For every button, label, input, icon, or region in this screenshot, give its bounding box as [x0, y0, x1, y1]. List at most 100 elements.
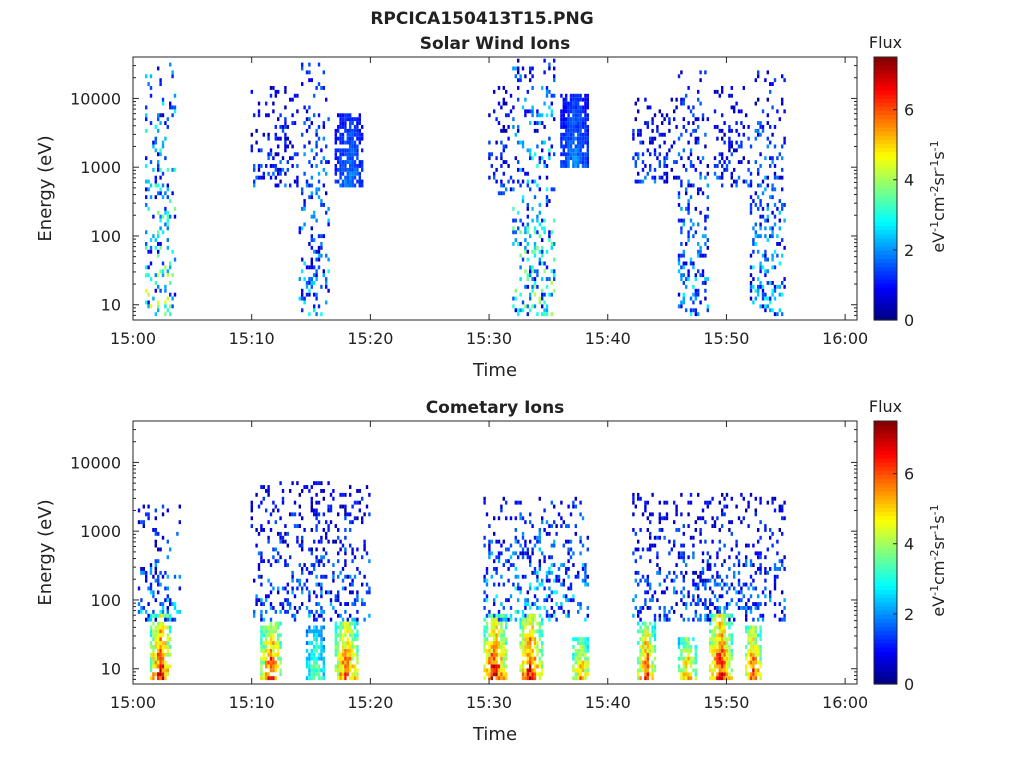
spectrogram-pixel	[704, 277, 707, 281]
spectrogram-pixel	[356, 617, 359, 622]
spectrogram-pixel	[277, 531, 280, 536]
spectrogram-pixel	[368, 590, 371, 595]
spectrogram-pixel	[778, 261, 781, 266]
spectrogram-pixel	[694, 656, 697, 661]
spectrogram-pixel	[697, 594, 700, 599]
spectrogram-pixel	[166, 539, 169, 544]
spectrogram-pixel	[356, 637, 359, 642]
spectrogram-pixel	[584, 156, 587, 161]
spectrogram-pixel	[305, 284, 309, 289]
spectrogram-pixel	[157, 621, 160, 626]
spectrogram-pixel	[761, 214, 765, 219]
spectrogram-pixel	[639, 637, 642, 642]
spectrogram-pixel	[344, 656, 347, 661]
spectrogram-pixel	[555, 590, 558, 595]
spectrogram-pixel	[733, 563, 736, 567]
spectrogram-pixel	[339, 660, 342, 665]
spectrogram-pixel	[545, 187, 549, 192]
spectrogram-pixel	[728, 648, 731, 653]
spectrogram-pixel	[651, 128, 654, 133]
spectrogram-pixel	[346, 128, 349, 133]
spectrogram-pixel	[507, 136, 510, 141]
spectrogram-pixel	[140, 520, 143, 525]
spectrogram-pixel	[286, 160, 289, 164]
spectrogram-pixel	[725, 676, 729, 681]
spectrogram-pixel	[716, 555, 719, 560]
spectrogram-pixel	[301, 226, 304, 231]
spectrogram-pixel	[713, 594, 717, 599]
spectrogram-pixel	[773, 586, 777, 591]
spectrogram-pixel	[541, 253, 544, 258]
spectrogram-pixel	[524, 551, 527, 556]
spectrogram-pixel	[699, 300, 702, 305]
spectrogram-pixel	[269, 660, 273, 665]
spectrogram-pixel	[754, 645, 757, 649]
spectrogram-pixel	[569, 136, 573, 141]
spectrogram-pixel	[368, 586, 371, 591]
spectrogram-pixel	[315, 296, 318, 301]
spectrogram-pixel	[171, 602, 174, 606]
spectrogram-pixel	[317, 125, 321, 129]
spectrogram-pixel	[577, 156, 580, 161]
spectrogram-pixel	[313, 613, 316, 618]
spectrogram-pixel	[159, 214, 162, 219]
spectrogram-pixel	[649, 105, 652, 110]
spectrogram-pixel	[728, 528, 731, 532]
spectrogram-pixel	[706, 277, 709, 281]
spectrogram-pixel	[704, 602, 707, 606]
spectrogram-pixel	[718, 641, 721, 645]
colorbar-segment	[874, 503, 897, 508]
spectrogram-pixel	[682, 125, 685, 129]
spectrogram-pixel	[353, 171, 357, 176]
spectrogram-pixel	[327, 539, 330, 544]
spectrogram-pixel	[505, 160, 508, 164]
spectrogram-pixel	[533, 613, 537, 618]
spectrogram-pixel	[689, 160, 693, 164]
spectrogram-pixel	[572, 136, 575, 141]
spectrogram-pixel	[284, 598, 287, 603]
spectrogram-pixel	[728, 140, 731, 145]
spectrogram-pixel	[553, 578, 556, 583]
spectrogram-pixel	[742, 179, 745, 184]
spectrogram-pixel	[315, 524, 318, 528]
spectrogram-pixel	[337, 574, 340, 579]
spectrogram-pixel	[586, 152, 589, 157]
spectrogram-pixel	[332, 563, 335, 567]
spectrogram-pixel	[517, 86, 520, 90]
spectrogram-pixel	[279, 660, 282, 665]
spectrogram-pixel	[713, 578, 717, 583]
spectrogram-pixel	[581, 121, 585, 125]
spectrogram-pixel	[349, 625, 352, 630]
spectrogram-pixel	[289, 602, 292, 606]
colorbar-segment	[874, 490, 897, 496]
spectrogram-pixel	[154, 567, 157, 571]
spectrogram-pixel	[267, 113, 270, 118]
spectrogram-pixel	[279, 609, 282, 614]
spectrogram-pixel	[147, 602, 150, 606]
spectrogram-pixel	[536, 574, 539, 579]
spectrogram-pixel	[637, 621, 640, 626]
spectrogram-pixel	[509, 617, 513, 622]
spectrogram-pixel	[781, 203, 784, 207]
spectrogram-pixel	[754, 676, 757, 681]
spectrogram-pixel	[663, 535, 666, 540]
spectrogram-pixel	[661, 121, 664, 125]
spectrogram-pixel	[759, 570, 762, 575]
spectrogram-pixel	[315, 633, 318, 638]
spectrogram-pixel	[713, 89, 717, 94]
spectrogram-pixel	[310, 500, 313, 505]
spectrogram-pixel	[277, 633, 280, 638]
spectrogram-pixel	[555, 531, 558, 536]
spectrogram-pixel	[502, 128, 505, 133]
spectrogram-pixel	[149, 238, 153, 242]
spectrogram-pixel	[305, 641, 309, 645]
spectrogram-pixel	[766, 304, 769, 309]
spectrogram-pixel	[346, 136, 349, 141]
spectrogram-pixel	[356, 152, 359, 157]
spectrogram-pixel	[363, 539, 366, 544]
spectrogram-pixel	[531, 648, 534, 653]
spectrogram-pixel	[310, 265, 313, 270]
spectrogram-pixel	[716, 676, 719, 681]
spectrogram-pixel	[334, 637, 337, 642]
spectrogram-pixel	[701, 253, 705, 258]
